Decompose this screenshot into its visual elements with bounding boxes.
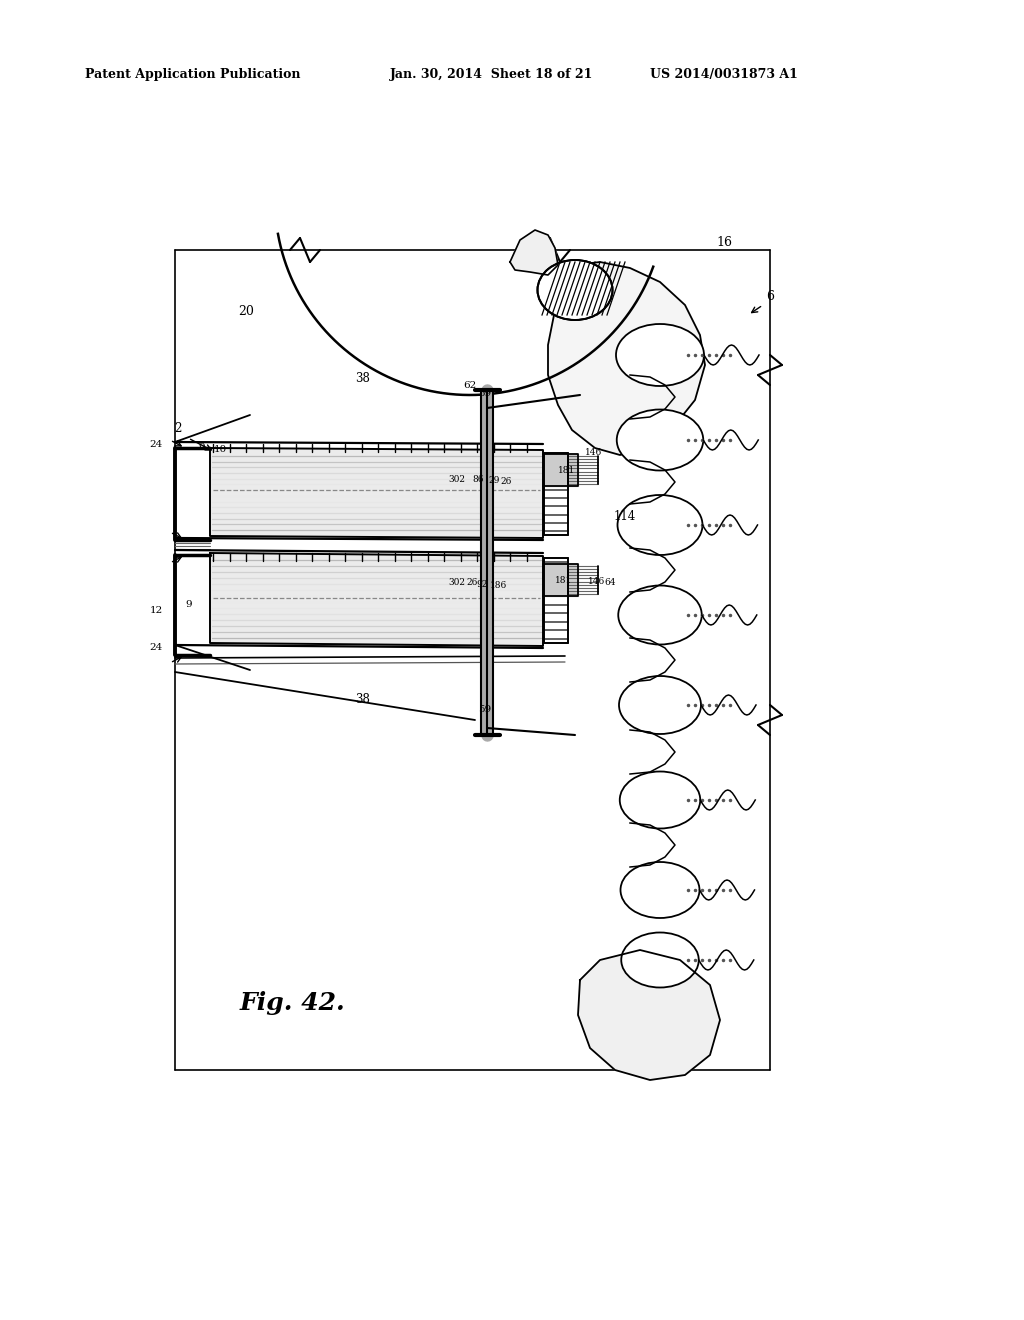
Ellipse shape <box>538 260 612 319</box>
Text: 62: 62 <box>463 381 476 389</box>
Text: 186: 186 <box>490 581 507 590</box>
Text: 38: 38 <box>355 372 370 385</box>
Ellipse shape <box>618 676 701 734</box>
Text: 16: 16 <box>716 236 732 249</box>
Text: 2: 2 <box>174 422 181 436</box>
Text: 146: 146 <box>588 577 605 586</box>
Text: 20: 20 <box>238 305 254 318</box>
Text: 38: 38 <box>355 693 370 706</box>
Text: Jan. 30, 2014  Sheet 18 of 21: Jan. 30, 2014 Sheet 18 of 21 <box>390 69 593 81</box>
Text: 26: 26 <box>500 477 511 486</box>
Polygon shape <box>510 230 558 275</box>
Polygon shape <box>578 950 720 1080</box>
Text: 146: 146 <box>585 447 602 457</box>
Text: 181: 181 <box>555 576 572 585</box>
Text: Patent Application Publication: Patent Application Publication <box>85 69 300 81</box>
Text: 114: 114 <box>614 510 636 523</box>
Polygon shape <box>543 454 578 486</box>
Ellipse shape <box>617 495 702 554</box>
Text: 26: 26 <box>466 578 477 587</box>
Ellipse shape <box>616 409 703 470</box>
Text: Fig. 42.: Fig. 42. <box>240 991 346 1015</box>
Text: 92: 92 <box>476 579 487 589</box>
Text: 6: 6 <box>766 290 774 304</box>
Ellipse shape <box>616 323 705 385</box>
Ellipse shape <box>618 586 701 644</box>
Text: 24: 24 <box>150 643 163 652</box>
Polygon shape <box>210 447 543 539</box>
Text: 12: 12 <box>150 606 163 615</box>
Polygon shape <box>543 564 578 597</box>
Text: 181: 181 <box>558 466 575 475</box>
Text: 9: 9 <box>185 601 191 609</box>
Text: 10: 10 <box>214 445 227 454</box>
Ellipse shape <box>622 932 698 987</box>
Text: 302: 302 <box>449 578 465 587</box>
Text: US 2014/0031873 A1: US 2014/0031873 A1 <box>650 69 798 81</box>
Text: 9: 9 <box>198 444 205 451</box>
Text: 86: 86 <box>472 475 483 484</box>
Ellipse shape <box>621 862 699 917</box>
Ellipse shape <box>620 771 700 829</box>
Text: 64: 64 <box>604 578 615 587</box>
Text: 302: 302 <box>449 475 465 484</box>
Text: 29: 29 <box>488 477 500 484</box>
Polygon shape <box>548 261 705 455</box>
Text: 59: 59 <box>478 389 492 399</box>
Text: 59: 59 <box>478 705 492 714</box>
Polygon shape <box>210 553 543 645</box>
Text: 24: 24 <box>150 440 163 449</box>
